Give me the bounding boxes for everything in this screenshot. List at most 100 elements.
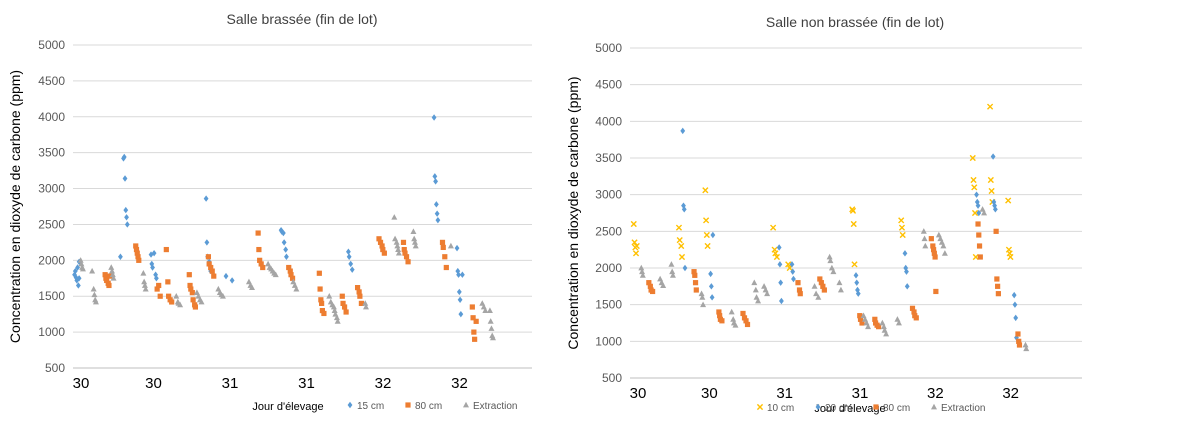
left-data-point — [121, 153, 127, 161]
right-data-point-stroke-b — [849, 207, 857, 214]
right-data-point — [811, 283, 818, 289]
left-data-point — [340, 300, 346, 306]
left-y-axis-title: Concentration en dioxyde de carbone (ppm… — [7, 70, 23, 343]
right-data-point — [854, 279, 860, 286]
left-data-point — [379, 243, 385, 249]
left-data-point — [135, 254, 141, 260]
left-data-point — [257, 257, 263, 263]
right-data-point — [931, 250, 937, 256]
right-data-point — [647, 283, 653, 289]
left-data-point — [122, 175, 128, 182]
left-data-point — [318, 297, 324, 303]
left-series-1 — [102, 230, 479, 342]
right-data-point — [796, 287, 803, 293]
right-data-point — [632, 250, 640, 257]
right-data-point — [974, 191, 979, 198]
left-y-tick-label: 1000 — [38, 325, 65, 339]
right-data-point-stroke-b — [773, 253, 780, 261]
left-data-point — [187, 282, 193, 289]
right-data-point — [709, 294, 715, 301]
right-series-2 — [646, 221, 1023, 348]
left-data-point — [319, 307, 325, 314]
right-data-point — [977, 254, 983, 260]
left-data-point — [203, 195, 209, 202]
right-data-point — [795, 280, 801, 286]
right-data-point — [700, 301, 707, 308]
right-data-point — [880, 323, 887, 330]
left-data-point — [433, 201, 439, 208]
right-data-point — [744, 321, 751, 328]
right-data-point — [699, 294, 706, 300]
left-data-point — [79, 265, 86, 272]
left-data-point — [284, 253, 289, 260]
left-data-point — [393, 239, 400, 245]
right-data-point — [922, 242, 929, 249]
right-data-point — [921, 235, 928, 242]
right-data-point — [975, 221, 981, 227]
left-data-point — [256, 246, 262, 253]
right-data-point — [702, 217, 710, 224]
right-data-point — [728, 308, 735, 315]
left-data-point — [208, 264, 214, 271]
right-data-point-stroke-b — [1007, 253, 1014, 261]
right-data-point-stroke-b — [632, 250, 640, 257]
right-data-point-stroke-b — [772, 250, 779, 257]
right-data-point-stroke-b — [899, 231, 906, 239]
left-chart-title: Salle brassée (fin de lot) — [227, 11, 378, 27]
right-data-point — [1022, 341, 1029, 348]
right-y-tick-label: 4500 — [595, 78, 622, 92]
right-data-point — [933, 288, 939, 295]
left-data-point — [330, 303, 337, 310]
left-data-point — [473, 318, 479, 324]
left-data-point — [346, 248, 351, 255]
right-x-tick-label: 32 — [927, 385, 944, 402]
left-data-point — [89, 267, 96, 274]
right-y-tick-label: 1000 — [595, 334, 622, 348]
right-data-point — [817, 276, 823, 282]
left-data-point — [326, 293, 333, 299]
left-data-point — [289, 275, 296, 281]
left-data-point — [435, 216, 441, 224]
left-data-point — [362, 303, 369, 310]
right-data-point — [935, 231, 942, 238]
right-y-axis-title: Concentration en dioxyde de carbone (ppm… — [565, 76, 581, 349]
left-data-point — [104, 277, 110, 284]
left-data-point — [376, 236, 382, 242]
right-data-point — [909, 305, 916, 311]
right-data-point — [821, 287, 827, 293]
right-data-point — [818, 280, 824, 286]
right-data-point — [682, 264, 688, 272]
right-data-point — [776, 244, 782, 251]
left-data-point — [431, 114, 437, 121]
left-data-point — [432, 173, 438, 180]
right-legend-label: 10 cm — [767, 403, 794, 414]
right-data-point-stroke-b — [988, 187, 995, 195]
left-data-point — [486, 307, 493, 313]
right-data-point — [710, 231, 716, 239]
left-y-tick-label: 1500 — [38, 289, 65, 303]
right-data-point — [678, 242, 685, 250]
right-data-point-stroke-b — [631, 239, 638, 246]
right-data-point-stroke-b — [675, 224, 683, 231]
right-y-tick-label: 3000 — [595, 188, 622, 202]
left-data-point — [134, 250, 140, 256]
right-legend-marker — [815, 403, 821, 411]
left-data-point — [395, 249, 402, 256]
right-legend-label: Extraction — [941, 403, 985, 414]
right-y-tick-label: 2000 — [595, 261, 622, 275]
left-data-point — [186, 272, 192, 278]
left-data-point — [102, 272, 108, 278]
right-data-point — [1005, 197, 1012, 204]
right-data-point-stroke-b — [770, 224, 777, 231]
right-series-3 — [638, 206, 1030, 352]
left-data-point — [456, 288, 462, 296]
left-y-tick-label: 2000 — [38, 253, 65, 267]
left-data-point — [439, 239, 446, 245]
right-data-point — [730, 316, 737, 322]
right-y-tick-label: 1500 — [595, 298, 622, 312]
right-data-point — [708, 283, 714, 290]
right-data-point — [669, 272, 676, 278]
right-data-point — [639, 268, 646, 275]
left-data-point — [377, 239, 384, 245]
